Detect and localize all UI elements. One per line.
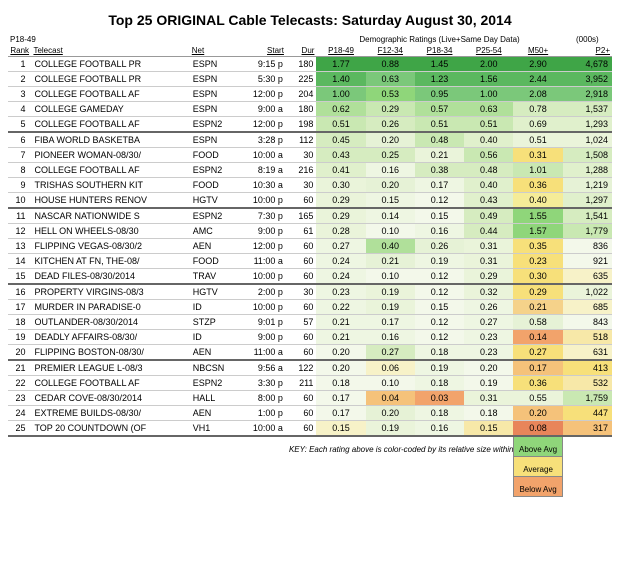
table-row: 5COLLEGE FOOTBALL AFESPN212:00 p1980.510… (8, 117, 612, 133)
table-row: 19DEADLY AFFAIRS-08/30/ID9:00 p600.210.1… (8, 330, 612, 345)
table-row: 2COLLEGE FOOTBALL PRESPN5:30 p2251.400.6… (8, 72, 612, 87)
table-row: 20FLIPPING BOSTON-08/30/AEN11:00 a600.20… (8, 345, 612, 361)
key-below: Below Avg (513, 477, 562, 497)
table-row: 16PROPERTY VIRGINS-08/3HGTV2:00 p300.230… (8, 284, 612, 300)
table-row: 23CEDAR COVE-08/30/2014HALL8:00 p600.170… (8, 391, 612, 406)
hdr-viewers-super: (000s) (563, 34, 612, 45)
table-row: 13FLIPPING VEGAS-08/30/2AEN12:00 p600.27… (8, 239, 612, 254)
hdr-note-left: P18-49 (8, 34, 190, 45)
table-row: 8COLLEGE FOOTBALL AFESPN28:19 a2160.410.… (8, 163, 612, 178)
table-row: 22COLLEGE FOOTBALL AFESPN23:30 p2110.180… (8, 376, 612, 391)
hdr-p2554: P25-54 (464, 45, 513, 57)
key-text: KEY: Each rating above is color-coded by… (286, 436, 514, 457)
table-row: 14KITCHEN AT FN, THE-08/FOOD11:00 a600.2… (8, 254, 612, 269)
table-row: 6FIBA WORLD BASKETBAESPN3:28 p1120.450.2… (8, 132, 612, 148)
hdr-telecast: Telecast (31, 45, 189, 57)
hdr-p1834: P18-34 (415, 45, 464, 57)
key-above: Above Avg (513, 436, 562, 457)
table-row: 9TRISHAS SOUTHERN KITFOOD10:30 a300.300.… (8, 178, 612, 193)
ratings-table: P18-49 Demographic Ratings (Live+Same Da… (8, 34, 612, 497)
hdr-p2: P2+ (563, 45, 612, 57)
table-row: 18OUTLANDER-08/30/2014STZP9:01 p570.210.… (8, 315, 612, 330)
hdr-net: Net (190, 45, 237, 57)
table-row: 11NASCAR NATIONWIDE SESPN27:30 p1650.290… (8, 208, 612, 224)
table-row: 7PIONEER WOMAN-08/30/FOOD10:00 a300.430.… (8, 148, 612, 163)
table-row: 1COLLEGE FOOTBALL PRESPN9:15 p1801.770.8… (8, 57, 612, 72)
table-row: 21PREMIER LEAGUE L-08/3NBCSN9:56 a1220.2… (8, 360, 612, 376)
table-row: 24EXTREME BUILDS-08/30/AEN1:00 p600.170.… (8, 406, 612, 421)
table-row: 17MURDER IN PARADISE-0ID10:00 p600.220.1… (8, 300, 612, 315)
page-title: Top 25 ORIGINAL Cable Telecasts: Saturda… (8, 8, 612, 34)
table-row: 3COLLEGE FOOTBALL AFESPN12:00 p2041.000.… (8, 87, 612, 102)
key-avg: Average (513, 457, 562, 477)
hdr-m50: M50+ (513, 45, 562, 57)
table-row: 12HELL ON WHEELS-08/30AMC9:00 p610.280.1… (8, 224, 612, 239)
hdr-f1234: F12-34 (366, 45, 415, 57)
table-row: 4COLLEGE GAMEDAYESPN9:00 a1800.620.290.5… (8, 102, 612, 117)
hdr-start: Start (237, 45, 286, 57)
hdr-demo-super: Demographic Ratings (Live+Same Day Data) (316, 34, 562, 45)
table-row: 10HOUSE HUNTERS RENOVHGTV10:00 p600.290.… (8, 193, 612, 209)
hdr-p1849: P18-49 (316, 45, 365, 57)
hdr-rank: Rank (8, 45, 31, 57)
hdr-dur: Dur (286, 45, 317, 57)
table-row: 25TOP 20 COUNTDOWN (OFVH110:00 a600.150.… (8, 421, 612, 437)
table-row: 15DEAD FILES-08/30/2014TRAV10:00 p600.24… (8, 269, 612, 285)
